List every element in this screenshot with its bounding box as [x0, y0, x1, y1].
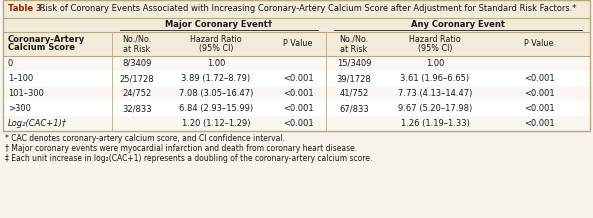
Text: 1–100: 1–100	[8, 74, 33, 83]
Text: <0.001: <0.001	[283, 104, 313, 113]
Text: No./No.: No./No.	[339, 34, 369, 44]
Text: 67/833: 67/833	[339, 104, 369, 113]
Bar	[3, 18, 590, 56]
Text: (95% CI): (95% CI)	[417, 44, 452, 53]
Text: 3.89 (1.72–8.79): 3.89 (1.72–8.79)	[181, 74, 251, 83]
Text: † Major coronary events were myocardial infarction and death from coronary heart: † Major coronary events were myocardial …	[5, 144, 357, 153]
Text: 1.00: 1.00	[426, 59, 444, 68]
Text: at Risk: at Risk	[123, 44, 151, 53]
Text: 9.67 (5.20–17.98): 9.67 (5.20–17.98)	[398, 104, 472, 113]
Bar	[3, 71, 590, 86]
Text: 1.20 (1.12–1.29): 1.20 (1.12–1.29)	[181, 119, 250, 128]
Text: 15/3409: 15/3409	[337, 59, 371, 68]
Text: <0.001: <0.001	[283, 89, 313, 98]
Text: No./No.: No./No.	[122, 34, 152, 44]
Text: * CAC denotes coronary-artery calcium score, and CI confidence interval.: * CAC denotes coronary-artery calcium sc…	[5, 134, 285, 143]
Bar	[3, 0, 590, 131]
Bar	[3, 116, 590, 131]
Text: 24/752: 24/752	[122, 89, 152, 98]
Text: 6.84 (2.93–15.99): 6.84 (2.93–15.99)	[179, 104, 253, 113]
Text: Risk of Coronary Events Associated with Increasing Coronary-Artery Calcium Score: Risk of Coronary Events Associated with …	[37, 5, 576, 14]
Bar	[3, 101, 590, 116]
Text: Coronary-Artery: Coronary-Artery	[8, 36, 85, 44]
Text: <0.001: <0.001	[524, 104, 554, 113]
Text: Any Coronary Event: Any Coronary Event	[411, 20, 505, 29]
Text: >300: >300	[8, 104, 31, 113]
Text: at Risk: at Risk	[340, 44, 368, 53]
Text: 101–300: 101–300	[8, 89, 44, 98]
Text: 1.26 (1.19–1.33): 1.26 (1.19–1.33)	[400, 119, 470, 128]
Text: Major Coronary Event†: Major Coronary Event†	[165, 20, 273, 29]
Text: Hazard Ratio: Hazard Ratio	[190, 34, 242, 44]
Text: P Value: P Value	[283, 39, 313, 48]
Text: Hazard Ratio: Hazard Ratio	[409, 34, 461, 44]
Text: ‡ Each unit increase in log₂(CAC+1) represents a doubling of the coronary-artery: ‡ Each unit increase in log₂(CAC+1) repr…	[5, 154, 372, 163]
Text: P Value: P Value	[524, 39, 554, 48]
Text: Log₂(CAC+1)†: Log₂(CAC+1)†	[8, 119, 67, 128]
Bar	[3, 86, 590, 101]
Text: <0.001: <0.001	[283, 119, 313, 128]
Text: 7.73 (4.13–14.47): 7.73 (4.13–14.47)	[398, 89, 472, 98]
Text: <0.001: <0.001	[524, 119, 554, 128]
Text: 3.61 (1.96–6.65): 3.61 (1.96–6.65)	[400, 74, 470, 83]
Text: Table 3.: Table 3.	[8, 5, 45, 14]
Text: <0.001: <0.001	[524, 74, 554, 83]
Text: 32/833: 32/833	[122, 104, 152, 113]
Bar	[3, 0, 590, 18]
Text: (95% CI): (95% CI)	[199, 44, 233, 53]
Text: <0.001: <0.001	[524, 89, 554, 98]
Text: 8/3409: 8/3409	[122, 59, 152, 68]
Text: Calcium Score: Calcium Score	[8, 44, 75, 53]
Text: 7.08 (3.05–16.47): 7.08 (3.05–16.47)	[179, 89, 253, 98]
Bar	[3, 56, 590, 71]
Text: 0: 0	[8, 59, 13, 68]
Text: 39/1728: 39/1728	[337, 74, 371, 83]
Text: 1.00: 1.00	[207, 59, 225, 68]
Text: 41/752: 41/752	[339, 89, 369, 98]
Text: <0.001: <0.001	[283, 74, 313, 83]
Text: 25/1728: 25/1728	[120, 74, 154, 83]
